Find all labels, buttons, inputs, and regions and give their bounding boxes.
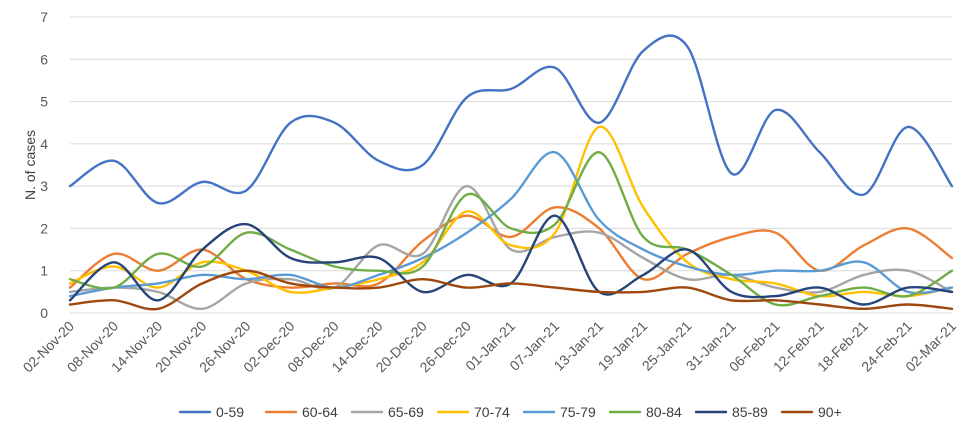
legend: 0-59 60-64 65-69 70-74 75-79 80-84 85-89 90+ — [178, 404, 842, 420]
y-tick-label: 3 — [40, 178, 48, 194]
x-axis-tick-labels: 02-Nov-2008-Nov-2014-Nov-2020-Nov-2026-N… — [20, 318, 960, 376]
y-tick-label: 5 — [40, 94, 48, 110]
series-line-85-89 — [68, 214, 954, 306]
legend-label: 80-84 — [646, 404, 682, 420]
y-tick-label: 7 — [40, 9, 48, 25]
gridlines — [70, 16, 952, 314]
legend-label: 75-79 — [560, 404, 596, 420]
y-axis-label: N. of cases — [22, 130, 38, 200]
legend-label: 0-59 — [216, 404, 244, 420]
y-tick-label: 0 — [40, 305, 48, 321]
y-axis-tick-labels: 0 1 2 3 4 5 6 7 — [40, 9, 48, 321]
legend-label: 85-89 — [732, 404, 768, 420]
series-line-65-69 — [68, 184, 954, 311]
series-line-90plus — [68, 269, 954, 311]
legend-label: 90+ — [818, 404, 842, 420]
legend-label: 70-74 — [474, 404, 510, 420]
series-lines — [68, 34, 954, 311]
series-line-75-79 — [68, 151, 954, 298]
y-tick-label: 4 — [40, 136, 48, 152]
legend-label: 65-69 — [388, 404, 424, 420]
y-tick-label: 1 — [40, 263, 48, 279]
legend-label: 60-64 — [302, 404, 338, 420]
y-tick-label: 6 — [40, 51, 48, 67]
y-tick-label: 2 — [40, 220, 48, 236]
series-line-0-59 — [68, 34, 954, 205]
